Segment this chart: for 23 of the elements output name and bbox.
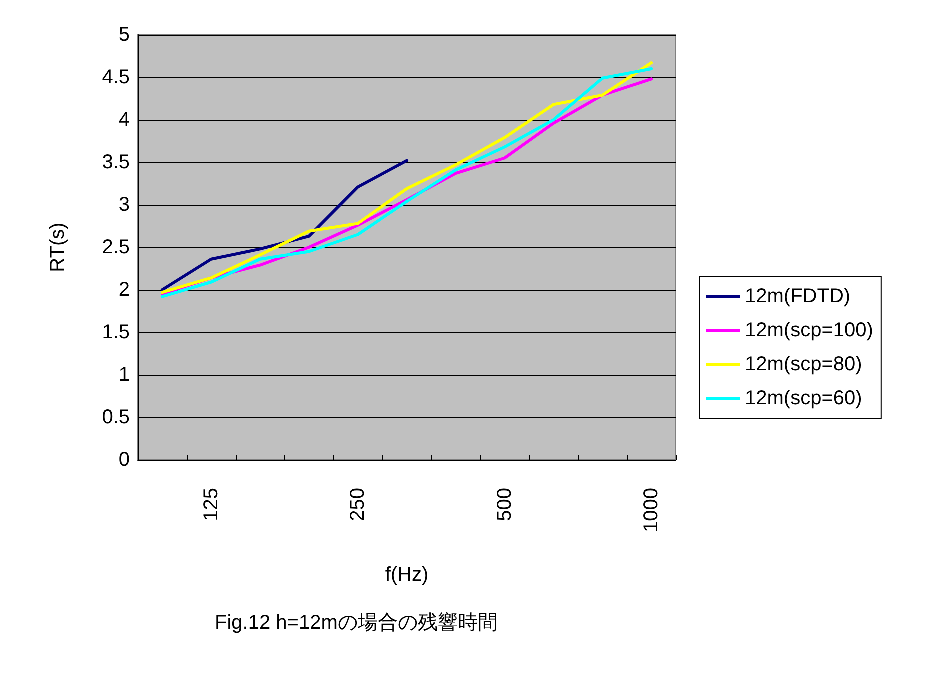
y-axis-title: RT(s) bbox=[47, 222, 69, 272]
x-tick-label: 500 bbox=[494, 488, 516, 522]
y-tick-label: 1 bbox=[118, 364, 130, 386]
y-tick-label: 3.5 bbox=[102, 152, 130, 174]
legend-label: 12m(scp=80) bbox=[745, 354, 862, 376]
y-tick-label: 2 bbox=[118, 279, 130, 301]
legend-label: 12m(FDTD) bbox=[745, 286, 851, 308]
x-tick-label: 1000 bbox=[640, 488, 663, 532]
y-tick-label: 0.5 bbox=[102, 406, 130, 428]
x-axis-title: f(Hz) bbox=[385, 564, 429, 586]
y-tick-label: 3 bbox=[118, 194, 130, 216]
y-tick-label: 2.5 bbox=[102, 236, 130, 258]
y-tick-label: 4 bbox=[118, 109, 130, 131]
x-tick-label: 250 bbox=[347, 488, 370, 522]
line-series bbox=[160, 159, 408, 292]
y-tick-label: 4.5 bbox=[102, 66, 130, 88]
y-tick-label: 5 bbox=[118, 24, 130, 46]
legend-label: 12m(scp=100) bbox=[745, 320, 874, 342]
y-tick-label: 1.5 bbox=[102, 322, 130, 344]
x-tick-label: 125 bbox=[200, 488, 222, 522]
text: Fig.12 h=12mの場合の残響時間 bbox=[215, 612, 498, 634]
y-tick-label: 0 bbox=[118, 449, 130, 471]
legend-label: 12m(scp=60) bbox=[745, 388, 862, 410]
